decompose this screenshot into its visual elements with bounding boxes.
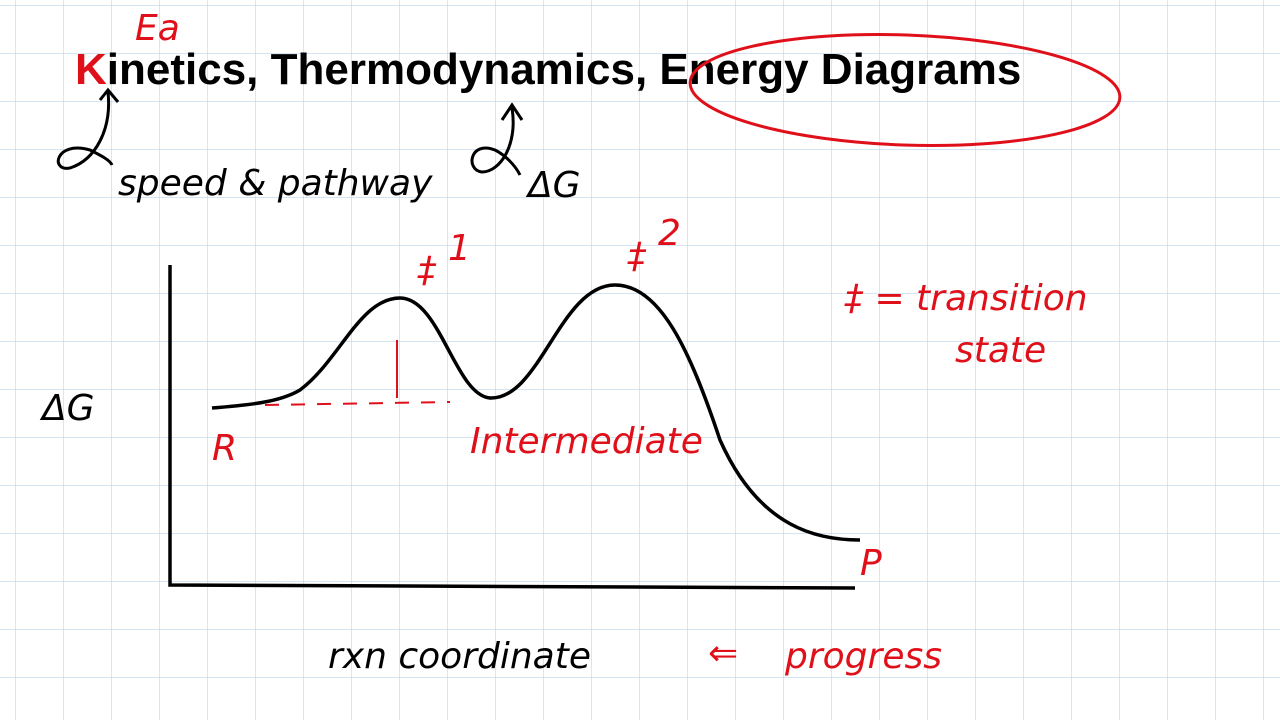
legend-line-1: ‡ = transition: [844, 278, 1088, 319]
thermo-note: ΔG: [525, 165, 581, 206]
circle-mark: [688, 33, 1122, 147]
legend-line-2: state: [955, 330, 1046, 371]
title: Kinetics, Thermodynamics, Energy Diagram…: [75, 45, 1021, 94]
ts1-symbol: ‡: [417, 250, 437, 291]
arrow-thermo: [470, 102, 524, 176]
product-label: P: [860, 543, 882, 584]
y-axis-label: ΔG: [39, 388, 95, 429]
energy-curve: [211, 283, 861, 542]
kinetics-note: speed & pathway: [118, 163, 433, 204]
title-circled: Energy Diagrams: [659, 45, 1021, 94]
intermediate-label: Intermediate: [470, 421, 703, 462]
ts2-symbol: ‡: [627, 236, 647, 277]
arrow-kinetics: [56, 87, 120, 170]
ts2-index: 2: [658, 213, 681, 254]
title-middle: inetics, Thermodynamics,: [107, 45, 660, 94]
x-axis-arrow: ⇐: [708, 633, 738, 674]
axes: [168, 265, 856, 590]
x-axis-alt: progress: [784, 636, 942, 677]
reactant-level: [264, 401, 451, 406]
ts1-index: 1: [448, 228, 471, 269]
x-axis-label: rxn coordinate: [328, 636, 591, 677]
ea-note: Ea: [135, 8, 180, 49]
reactant-label: R: [212, 428, 237, 469]
title-k: K: [75, 45, 107, 94]
